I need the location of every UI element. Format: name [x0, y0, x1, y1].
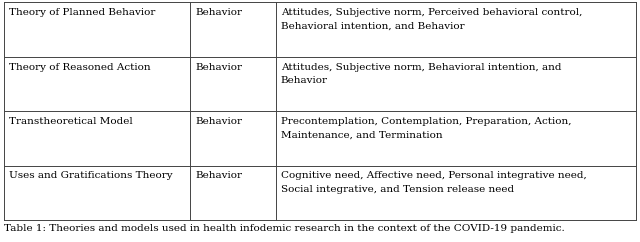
Text: Attitudes, Subjective norm, Behavioral intention, and
Behavior: Attitudes, Subjective norm, Behavioral i… — [281, 62, 561, 85]
Text: Cognitive need, Affective need, Personal integrative need,
Social integrative, a: Cognitive need, Affective need, Personal… — [281, 172, 586, 194]
Text: Theory of Reasoned Action: Theory of Reasoned Action — [9, 62, 150, 71]
Text: Theory of Planned Behavior: Theory of Planned Behavior — [9, 8, 156, 17]
Text: Transtheoretical Model: Transtheoretical Model — [9, 117, 132, 126]
Text: Precontemplation, Contemplation, Preparation, Action,
Maintenance, and Terminati: Precontemplation, Contemplation, Prepara… — [281, 117, 572, 140]
Text: Behavior: Behavior — [195, 172, 243, 181]
Text: Table 1: Theories and models used in health infodemic research in the context of: Table 1: Theories and models used in hea… — [4, 224, 564, 233]
Text: Uses and Gratifications Theory: Uses and Gratifications Theory — [9, 172, 173, 181]
Text: Attitudes, Subjective norm, Perceived behavioral control,
Behavioral intention, : Attitudes, Subjective norm, Perceived be… — [281, 8, 582, 30]
Text: Behavior: Behavior — [195, 117, 243, 126]
Text: Behavior: Behavior — [195, 62, 243, 71]
Text: Behavior: Behavior — [195, 8, 243, 17]
